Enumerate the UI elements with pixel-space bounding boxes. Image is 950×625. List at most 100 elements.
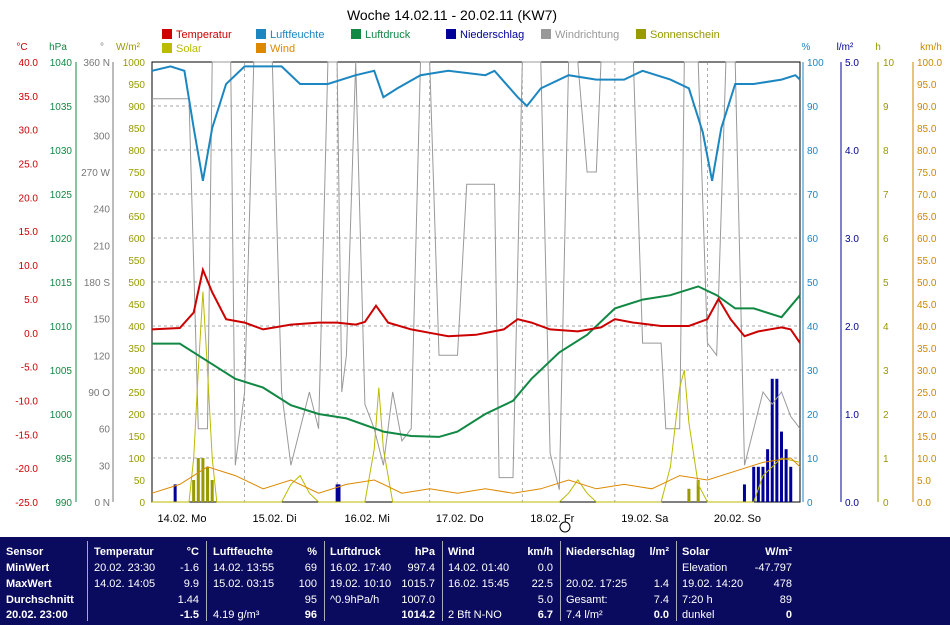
section-time: 7.4 l/m² (566, 609, 603, 621)
legend-label: Windrichtung (555, 29, 619, 41)
legend-swatch (256, 43, 266, 53)
legend-label: Luftdruck (365, 29, 411, 41)
bar-niederschlag (742, 484, 746, 502)
hum-tick-label: 90 (807, 102, 819, 113)
section-time: 2 Bft N-NO (448, 609, 502, 621)
legend-swatch (351, 29, 361, 39)
winddir-tick-label: 120 (93, 351, 110, 362)
solar-tick-label: 800 (128, 146, 145, 157)
bar-sonnenschein (687, 488, 691, 502)
sun-tick-label: 1 (883, 454, 889, 465)
stats-section-solar: Solar W/m² Elevation -47.797 19.02. 14:20 478… (676, 539, 798, 623)
bar-niederschlag (337, 484, 341, 502)
bar-niederschlag (789, 466, 793, 502)
chart-axes: °C40.035.030.025.020.015.010.05.00.0-5.0… (15, 42, 942, 533)
press-tick-label: 1040 (50, 58, 73, 69)
winddir-tick-label: 60 (99, 425, 111, 436)
bar-niederschlag (335, 484, 339, 502)
wind-tick-label: 40.0 (917, 322, 937, 333)
section-value: -47.797 (754, 562, 792, 574)
section-unit: l/m² (649, 546, 669, 558)
winddir-tick-label: 240 (93, 205, 110, 216)
bar-niederschlag (173, 484, 177, 502)
day-label: 20.02. So (714, 513, 761, 525)
section-time: 7:20 h (682, 594, 713, 606)
solar-tick-label: 0 (139, 498, 145, 509)
wind-tick-label: 55.0 (917, 256, 937, 267)
temp-tick-label: -20.0 (15, 464, 38, 475)
section-value: 1.44 (177, 594, 199, 606)
wind-tick-label: 5.0 (917, 476, 931, 487)
series-luftfeuchte (151, 65, 801, 181)
section-time: ^0.9hPa/h (330, 594, 380, 606)
solar-tick-label: 600 (128, 234, 145, 245)
bar-niederschlag (784, 449, 788, 502)
hum-tick-label: 50 (807, 278, 819, 289)
section-value: 1015.7 (401, 578, 435, 590)
sun-tick-label: 10 (883, 58, 895, 69)
durchschnitt-label: Durchschnitt (6, 594, 74, 606)
temp-tick-label: 35.0 (19, 92, 39, 103)
legend-label: Temperatur (176, 29, 232, 41)
legend-swatch (162, 43, 172, 53)
press-tick-label: 1005 (50, 366, 73, 377)
sun-tick-label: 0 (883, 498, 889, 509)
section-time: 4.19 g/m³ (213, 609, 260, 621)
section-unit: % (307, 546, 317, 558)
rain-tick-label: 2.0 (845, 322, 859, 333)
legend-swatch (162, 29, 172, 39)
section-unit: hPa (414, 546, 435, 558)
hum-tick-label: 30 (807, 366, 819, 377)
section-value: 0 (785, 609, 792, 621)
section-title: Solar (682, 546, 710, 558)
bar-niederschlag (770, 378, 774, 502)
series-solar (152, 291, 801, 503)
hum-tick-label: 40 (807, 322, 819, 333)
solar-tick-label: 400 (128, 322, 145, 333)
solar-tick-label: 900 (128, 102, 145, 113)
rain-tick-label: 4.0 (845, 146, 859, 157)
stats-panel: Sensor MinWert MaxWert Durchschnitt 20.0… (0, 537, 950, 625)
section-value: 0.0 (653, 609, 669, 621)
sun-tick-label: 9 (883, 102, 889, 113)
rain-tick-label: 0.0 (845, 498, 859, 509)
legend-label: Solar (176, 43, 202, 55)
temp-tick-label: 0.0 (24, 329, 38, 340)
wind-tick-label: 0.0 (917, 498, 931, 509)
section-value: 95 (304, 594, 317, 606)
temp-tick-label: 5.0 (24, 295, 38, 306)
series-wind (151, 457, 801, 494)
solar-tick-label: 650 (128, 212, 145, 223)
section-value: 5.0 (537, 594, 553, 606)
day-label: 17.02. Do (436, 513, 484, 525)
wind-tick-label: 10.0 (917, 454, 937, 465)
section-value: 22.5 (531, 578, 553, 590)
temp-tick-label: 10.0 (19, 261, 39, 272)
press-tick-label: 990 (55, 498, 72, 509)
bar-sonnenschein (696, 480, 700, 502)
hum-tick-label: 20 (807, 410, 819, 421)
wind-tick-label: 100.0 (917, 58, 942, 69)
series-windrichtung (152, 61, 801, 490)
series-luftdruck (152, 285, 801, 438)
legend-label: Sonnenschein (650, 29, 720, 41)
temp-tick-label: -25.0 (15, 498, 38, 509)
press-tick-label: 1030 (50, 146, 73, 157)
solar-tick-label: 500 (128, 278, 145, 289)
sun-axis-unit: h (875, 42, 881, 53)
section-unit: °C (186, 546, 199, 558)
wind-tick-label: 50.0 (917, 278, 937, 289)
temp-tick-label: 30.0 (19, 126, 39, 137)
wind-tick-label: 15.0 (917, 432, 937, 443)
temp-tick-label: 40.0 (19, 58, 39, 69)
solar-tick-label: 850 (128, 124, 145, 135)
section-value: 997.4 (407, 562, 435, 574)
press-tick-label: 1020 (50, 234, 73, 245)
winddir-tick-label: 150 (93, 315, 110, 326)
wind-tick-label: 80.0 (917, 146, 937, 157)
moon-phase-icon (559, 521, 571, 533)
solar-tick-label: 50 (134, 476, 146, 487)
bar-sonnenschein (192, 480, 196, 502)
solar-tick-label: 300 (128, 366, 145, 377)
legend-label: Luftfeuchte (270, 29, 324, 41)
